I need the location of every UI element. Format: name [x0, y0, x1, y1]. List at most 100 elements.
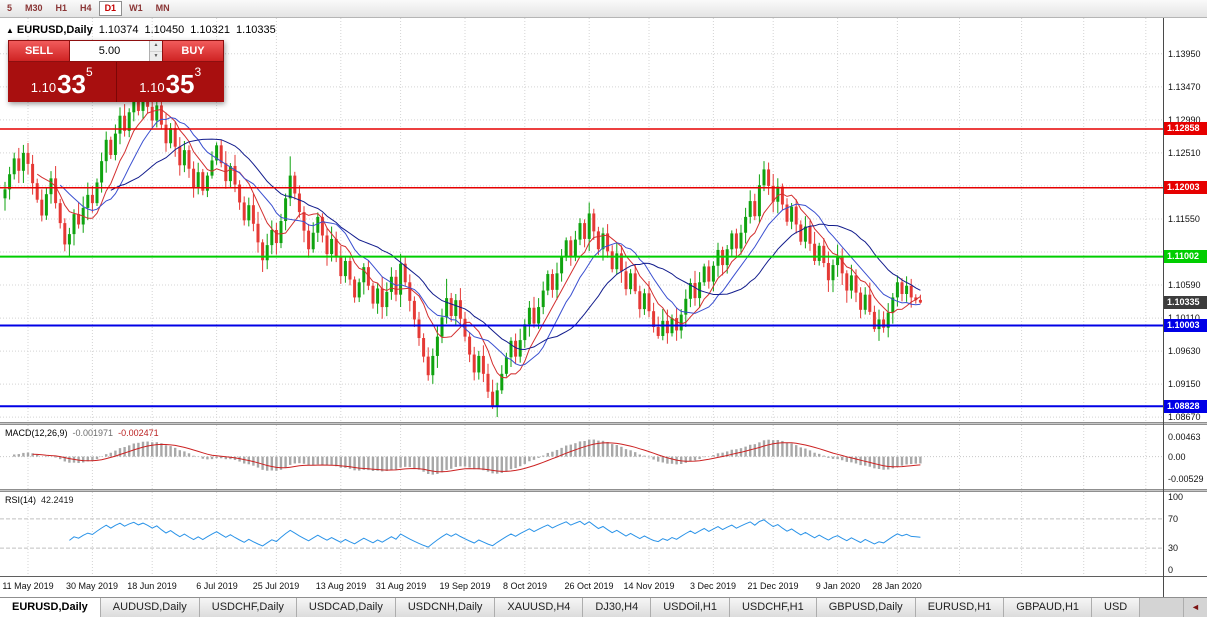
sell-price-big: 33 [57, 69, 87, 99]
close-value: 1.10335 [236, 24, 276, 36]
chart-tab-AUDUSD-Daily[interactable]: AUDUSD,Daily [100, 598, 200, 617]
price-axis-label: 1.11550 [1168, 214, 1200, 224]
open-value: 1.10374 [98, 24, 139, 36]
collapse-icon[interactable]: ▲ [6, 26, 14, 35]
chart-tab-EURUSD-Daily[interactable]: EURUSD,Daily [0, 598, 101, 617]
date-axis-label: 13 Aug 2019 [315, 581, 367, 591]
date-axis-label: 8 Oct 2019 [502, 581, 548, 591]
pane-separator[interactable] [1164, 422, 1207, 425]
axis-column: 1.139501.134701.129901.125101.120301.115… [1163, 18, 1207, 597]
chart-tab-GBPUSD-Daily[interactable]: GBPUSD,Daily [816, 598, 916, 617]
macd-axis-label: 0.00463 [1168, 432, 1201, 442]
macd-value-signal: -0.002471 [118, 428, 159, 438]
chart-tab-USD[interactable]: USD [1092, 598, 1141, 617]
timeframe-button-MN[interactable]: MN [155, 3, 170, 13]
sell-price[interactable]: 1.10 33 5 [8, 62, 117, 102]
date-axis-label: 30 May 2019 [65, 581, 119, 591]
macd-axis[interactable]: 0.00463 0.00 -0.00529 [1164, 425, 1207, 489]
macd-axis-label: 0.00 [1168, 452, 1186, 462]
chart-tab-bar: EURUSD,Daily AUDUSD,Daily USDCHF,Daily USDC… [0, 597, 1207, 617]
macd-name: MACD(12,26,9) [5, 428, 68, 438]
macd-value-main: -0.001971 [72, 428, 114, 438]
h-line-price-badge: 1.11002 [1164, 250, 1207, 263]
date-axis-label: 14 Nov 2019 [623, 581, 675, 591]
h-line-price-badge: 1.12858 [1164, 122, 1207, 135]
date-axis-label: 21 Dec 2019 [747, 581, 799, 591]
h-line-price-badge: 1.12003 [1164, 181, 1207, 194]
h-line-price-badge: 1.10003 [1164, 319, 1207, 332]
pane-separator[interactable] [1164, 489, 1207, 492]
macd-label: MACD(12,26,9) -0.001971 -0.002471 [5, 428, 159, 438]
rsi-axis-label: 100 [1168, 492, 1184, 502]
timeframe-button-H4[interactable]: H4 [80, 3, 92, 13]
axis-corner [1164, 576, 1207, 597]
chart-tab-EURUSD-H1[interactable]: EURUSD,H1 [915, 598, 1005, 617]
date-axis-label: 6 Jul 2019 [196, 581, 238, 591]
rsi-axis-label: 30 [1168, 543, 1179, 553]
rsi-chart-svg [0, 492, 1163, 576]
chart-tab-DJ30-H4[interactable]: DJ30,H4 [583, 598, 652, 617]
one-click-trading-panel: SELL 5.00 ▲ ▼ BUY 1.10 [8, 40, 224, 102]
chart-area: ▲ EURUSD,Daily 1.10374 1.10450 1.10321 1.1033… [0, 18, 1207, 597]
price-chart-pane[interactable]: ▲ EURUSD,Daily 1.10374 1.10450 1.10321 1.1033… [0, 18, 1163, 422]
timeframe-button-D1[interactable]: D1 [98, 1, 123, 16]
timeframe-button-M30[interactable]: M30 [25, 3, 43, 13]
rsi-value: 42.2419 [41, 495, 74, 505]
macd-chart-svg [0, 425, 1163, 489]
symbol-label: EURUSD,Daily [16, 24, 93, 36]
volume-down-button[interactable]: ▼ [150, 51, 162, 61]
timeframe-button-5[interactable]: 5 [7, 3, 13, 13]
date-axis[interactable]: 11 May 2019 30 May 2019 18 Jun 2019 6 Jul 2… [0, 576, 1163, 597]
chart-tab-USDCHF-H1[interactable]: USDCHF,H1 [729, 598, 817, 617]
chart-tab-USDCNH-Daily[interactable]: USDCNH,Daily [395, 598, 496, 617]
buy-button[interactable]: BUY [162, 40, 224, 62]
chart-tab-USDOil-H1[interactable]: USDOil,H1 [651, 598, 730, 617]
high-value: 1.10450 [144, 24, 185, 36]
date-axis-label: 26 Oct 2019 [564, 581, 614, 591]
price-axis-label: 1.08670 [1168, 412, 1201, 422]
volume-input[interactable]: 5.00 [98, 45, 121, 57]
buy-price[interactable]: 1.10 35 3 [117, 62, 225, 102]
current-price-badge: 1.10335 [1164, 296, 1207, 309]
timeframe-button-W1[interactable]: W1 [129, 3, 143, 13]
price-axis-label: 1.10110 [1168, 313, 1200, 323]
chart-tab-GBPAUD-H1[interactable]: GBPAUD,H1 [1004, 598, 1093, 617]
volume-up-button[interactable]: ▲ [150, 41, 162, 52]
timeframe-button-H1[interactable]: H1 [55, 3, 68, 13]
buy-price-prefix: 1.10 [139, 80, 165, 95]
rsi-name: RSI(14) [5, 495, 37, 505]
buy-price-big: 35 [165, 69, 195, 99]
price-axis[interactable]: 1.139501.134701.129901.125101.120301.115… [1164, 18, 1207, 422]
chart-tab-XAUUSD-H4[interactable]: XAUUSD,H4 [495, 598, 584, 617]
price-axis-label: 1.09150 [1168, 379, 1201, 389]
candlestick-chart-svg [0, 18, 1163, 422]
volume-spinner: ▲ ▼ [149, 41, 162, 61]
price-axis-label: 1.09630 [1168, 346, 1201, 356]
tab-scroll-left-button[interactable]: ◄ [1183, 598, 1207, 617]
price-axis-label: 1.12510 [1168, 148, 1201, 158]
h-line-price-badge: 1.08828 [1164, 400, 1207, 413]
pane-separator[interactable] [0, 422, 1163, 425]
chart-tab-USDCAD-Daily[interactable]: USDCAD,Daily [296, 598, 396, 617]
date-axis-label: 25 Jul 2019 [252, 581, 300, 591]
date-axis-label: 28 Jan 2020 [872, 581, 922, 591]
price-axis-label: 1.10590 [1168, 280, 1201, 290]
rsi-pane[interactable]: RSI(14) 42.2419 [0, 492, 1163, 576]
rsi-label: RSI(14) 42.2419 [5, 495, 74, 505]
chart-tab-USDCHF-Daily[interactable]: USDCHF,Daily [199, 598, 297, 617]
price-axis-label: 1.12990 [1168, 115, 1201, 125]
volume-box: 5.00 ▲ ▼ [70, 40, 162, 62]
sell-button[interactable]: SELL [8, 40, 70, 62]
price-axis-label: 1.13470 [1168, 82, 1201, 92]
low-value: 1.10321 [190, 24, 231, 36]
date-axis-label: 31 Aug 2019 [375, 581, 427, 591]
rsi-axis[interactable]: 100 70 30 0 [1164, 492, 1207, 576]
macd-axis-label: -0.00529 [1168, 474, 1204, 484]
date-axis-label: 11 May 2019 [2, 581, 54, 591]
buy-price-sup: 3 [194, 65, 202, 79]
macd-pane[interactable]: MACD(12,26,9) -0.001971 -0.002471 [0, 425, 1163, 489]
pane-separator[interactable] [0, 489, 1163, 492]
date-axis-label: 3 Dec 2019 [689, 581, 737, 591]
chart-column: ▲ EURUSD,Daily 1.10374 1.10450 1.10321 1.1033… [0, 18, 1163, 597]
